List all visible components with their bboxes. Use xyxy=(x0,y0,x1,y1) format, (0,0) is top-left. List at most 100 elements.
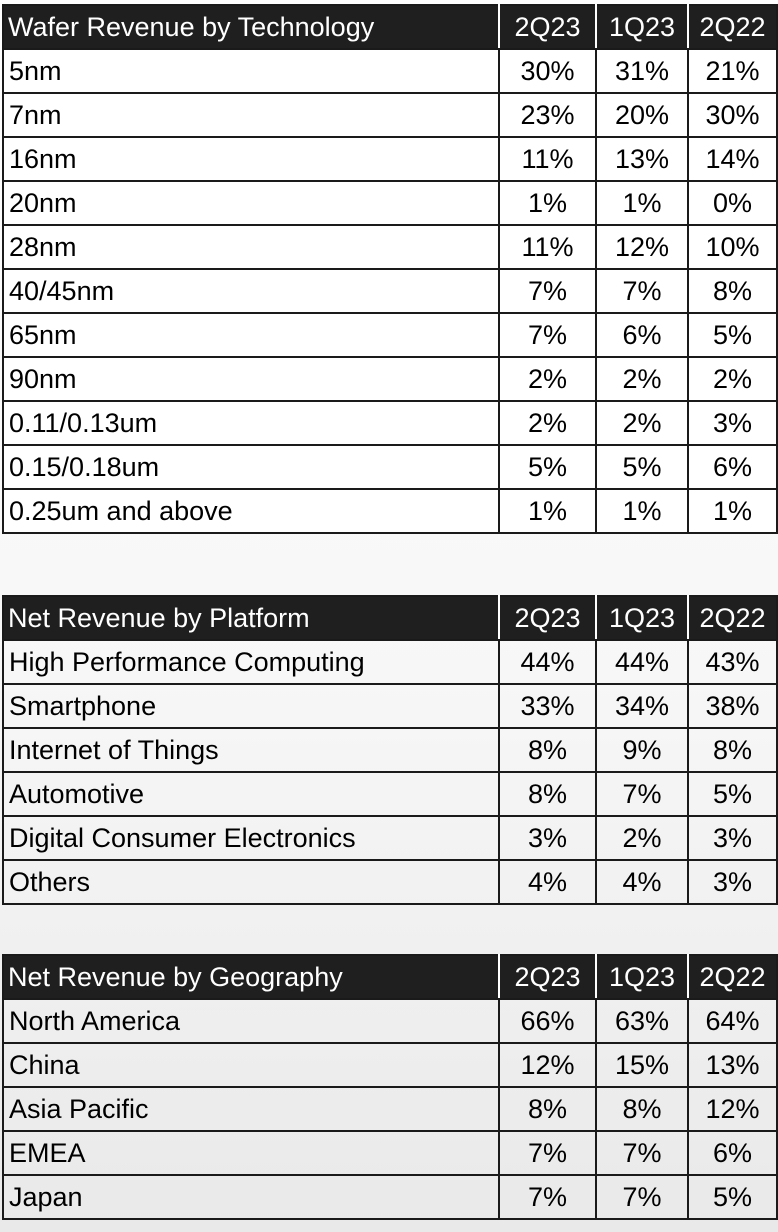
row-value: 1% xyxy=(595,180,689,226)
row-value: 23% xyxy=(498,92,597,138)
row-value: 7% xyxy=(595,1174,689,1220)
table-row: 65nm 7% 6% 5% xyxy=(2,312,778,358)
row-value: 5% xyxy=(687,312,778,358)
table-row: 40/45nm 7% 7% 8% xyxy=(2,268,778,314)
row-value: 44% xyxy=(498,639,597,685)
row-value: 1% xyxy=(498,488,597,534)
row-label: High Performance Computing xyxy=(2,639,500,685)
row-label: Japan xyxy=(2,1174,500,1220)
table-row: 5nm 30% 31% 21% xyxy=(2,48,778,94)
row-label: 16nm xyxy=(2,136,500,182)
row-label: Smartphone xyxy=(2,683,500,729)
period-header: 2Q23 xyxy=(498,954,597,1000)
row-label: 90nm xyxy=(2,356,500,402)
row-label: Digital Consumer Electronics xyxy=(2,815,500,861)
table-row: 16nm 11% 13% 14% xyxy=(2,136,778,182)
table-row: Others 4% 4% 3% xyxy=(2,859,778,905)
row-value: 6% xyxy=(595,312,689,358)
row-value: 34% xyxy=(595,683,689,729)
row-value: 2% xyxy=(687,356,778,402)
row-label: Automotive xyxy=(2,771,500,817)
table-row: Internet of Things 8% 9% 8% xyxy=(2,727,778,773)
table-row: Japan 7% 7% 5% xyxy=(2,1174,778,1220)
row-value: 5% xyxy=(498,444,597,490)
row-value: 7% xyxy=(595,771,689,817)
row-value: 3% xyxy=(687,400,778,446)
row-value: 38% xyxy=(687,683,778,729)
row-value: 12% xyxy=(498,1042,597,1088)
row-value: 43% xyxy=(687,639,778,685)
row-value: 8% xyxy=(687,727,778,773)
row-value: 7% xyxy=(595,1130,689,1176)
row-value: 7% xyxy=(498,268,597,314)
table-title: Wafer Revenue by Technology xyxy=(2,4,500,50)
wafer-revenue-by-technology-table: Wafer Revenue by Technology 2Q23 1Q23 2Q… xyxy=(2,4,778,534)
row-value: 9% xyxy=(595,727,689,773)
row-value: 8% xyxy=(498,1086,597,1132)
table-row: Asia Pacific 8% 8% 12% xyxy=(2,1086,778,1132)
table-row: Smartphone 33% 34% 38% xyxy=(2,683,778,729)
row-label: North America xyxy=(2,998,500,1044)
period-header: 2Q22 xyxy=(687,954,778,1000)
row-value: 11% xyxy=(498,224,597,270)
row-label: Others xyxy=(2,859,500,905)
row-label: China xyxy=(2,1042,500,1088)
row-value: 7% xyxy=(498,1174,597,1220)
row-value: 1% xyxy=(498,180,597,226)
table-row: EMEA 7% 7% 6% xyxy=(2,1130,778,1176)
row-value: 3% xyxy=(687,859,778,905)
table-header-row: Net Revenue by Geography 2Q23 1Q23 2Q22 xyxy=(2,954,778,1000)
row-value: 2% xyxy=(498,356,597,402)
table-row: 0.15/0.18um 5% 5% 6% xyxy=(2,444,778,490)
row-value: 5% xyxy=(687,1174,778,1220)
row-value: 15% xyxy=(595,1042,689,1088)
row-value: 3% xyxy=(498,815,597,861)
table-row: 0.25um and above 1% 1% 1% xyxy=(2,488,778,534)
table-row: China 12% 15% 13% xyxy=(2,1042,778,1088)
table-row: 28nm 11% 12% 10% xyxy=(2,224,778,270)
table-title: Net Revenue by Geography xyxy=(2,954,500,1000)
period-header: 2Q22 xyxy=(687,595,778,641)
row-label: 65nm xyxy=(2,312,500,358)
row-value: 6% xyxy=(687,444,778,490)
row-value: 3% xyxy=(687,815,778,861)
row-value: 5% xyxy=(687,771,778,817)
row-value: 7% xyxy=(498,1130,597,1176)
table-row: 7nm 23% 20% 30% xyxy=(2,92,778,138)
net-revenue-by-geography-table: Net Revenue by Geography 2Q23 1Q23 2Q22 … xyxy=(2,954,778,1220)
table-row: Automotive 8% 7% 5% xyxy=(2,771,778,817)
row-value: 2% xyxy=(595,815,689,861)
row-value: 8% xyxy=(498,727,597,773)
period-header: 2Q23 xyxy=(498,595,597,641)
row-label: 5nm xyxy=(2,48,500,94)
row-value: 2% xyxy=(498,400,597,446)
table-header-row: Net Revenue by Platform 2Q23 1Q23 2Q22 xyxy=(2,595,778,641)
table-row: North America 66% 63% 64% xyxy=(2,998,778,1044)
row-label: 0.15/0.18um xyxy=(2,444,500,490)
row-value: 6% xyxy=(687,1130,778,1176)
row-value: 7% xyxy=(595,268,689,314)
table-row: 20nm 1% 1% 0% xyxy=(2,180,778,226)
row-value: 0% xyxy=(687,180,778,226)
row-value: 2% xyxy=(595,356,689,402)
row-label: Internet of Things xyxy=(2,727,500,773)
period-header: 1Q23 xyxy=(595,595,689,641)
table-row: High Performance Computing 44% 44% 43% xyxy=(2,639,778,685)
row-value: 11% xyxy=(498,136,597,182)
row-value: 5% xyxy=(595,444,689,490)
row-value: 64% xyxy=(687,998,778,1044)
row-label: Asia Pacific xyxy=(2,1086,500,1132)
row-value: 4% xyxy=(595,859,689,905)
row-label: 28nm xyxy=(2,224,500,270)
row-value: 31% xyxy=(595,48,689,94)
period-header: 1Q23 xyxy=(595,4,689,50)
row-value: 10% xyxy=(687,224,778,270)
row-value: 66% xyxy=(498,998,597,1044)
table-row: Digital Consumer Electronics 3% 2% 3% xyxy=(2,815,778,861)
row-value: 21% xyxy=(687,48,778,94)
row-value: 13% xyxy=(687,1042,778,1088)
row-value: 8% xyxy=(498,771,597,817)
row-label: 20nm xyxy=(2,180,500,226)
row-value: 8% xyxy=(595,1086,689,1132)
